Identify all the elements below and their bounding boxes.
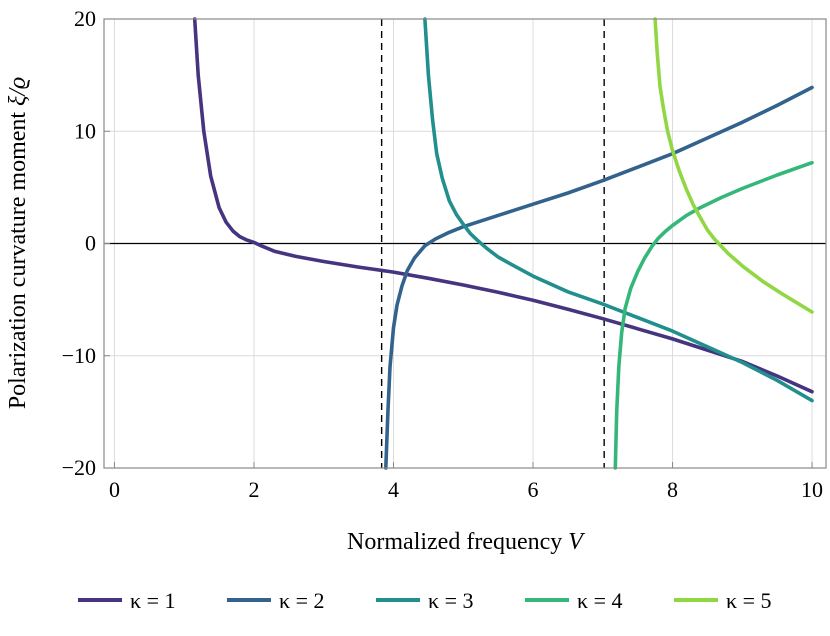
legend-label-kappa-2: κ = 2 [279,588,325,613]
series-line-kappa-5 [653,17,814,314]
reference-lines [104,19,826,468]
x-tick-label: 6 [528,477,539,502]
x-tick-label: 8 [667,477,678,502]
y-tick-label: 20 [74,6,96,31]
series-line-kappa-3 [423,17,814,403]
series-line-kappa-1 [192,17,814,394]
y-tick-label: 0 [85,231,96,256]
series-group [192,17,814,470]
y-axis-variable: ξ/ϱ [5,77,31,106]
y-tick-label: −20 [62,455,96,480]
series-line-kappa-4 [613,160,814,470]
legend: κ = 1 κ = 2 κ = 3 κ = 4 κ = 5 [78,588,772,613]
y-axis-title: Polarization curvature moment ξ/ϱ [5,77,31,409]
legend-label-kappa-4: κ = 4 [577,588,623,613]
legend-label-kappa-5: κ = 5 [726,588,772,613]
x-axis-title: Normalized frequency V [347,529,585,555]
ticks: 0 2 4 6 8 10 −20 −10 0 10 20 [62,6,823,502]
series-line-kappa-2 [383,85,814,470]
legend-label-kappa-3: κ = 3 [428,588,474,613]
y-axis-label: Polarization curvature moment [5,112,31,410]
x-tick-label: 10 [801,477,823,502]
y-tick-label: 10 [74,118,96,143]
x-tick-label: 0 [109,477,120,502]
x-tick-label: 4 [388,477,399,502]
legend-label-kappa-1: κ = 1 [130,588,176,613]
y-tick-label: −10 [62,343,96,368]
x-axis-variable: V [568,529,585,555]
x-axis-label: Normalized frequency [347,529,562,555]
x-tick-label: 2 [248,477,259,502]
